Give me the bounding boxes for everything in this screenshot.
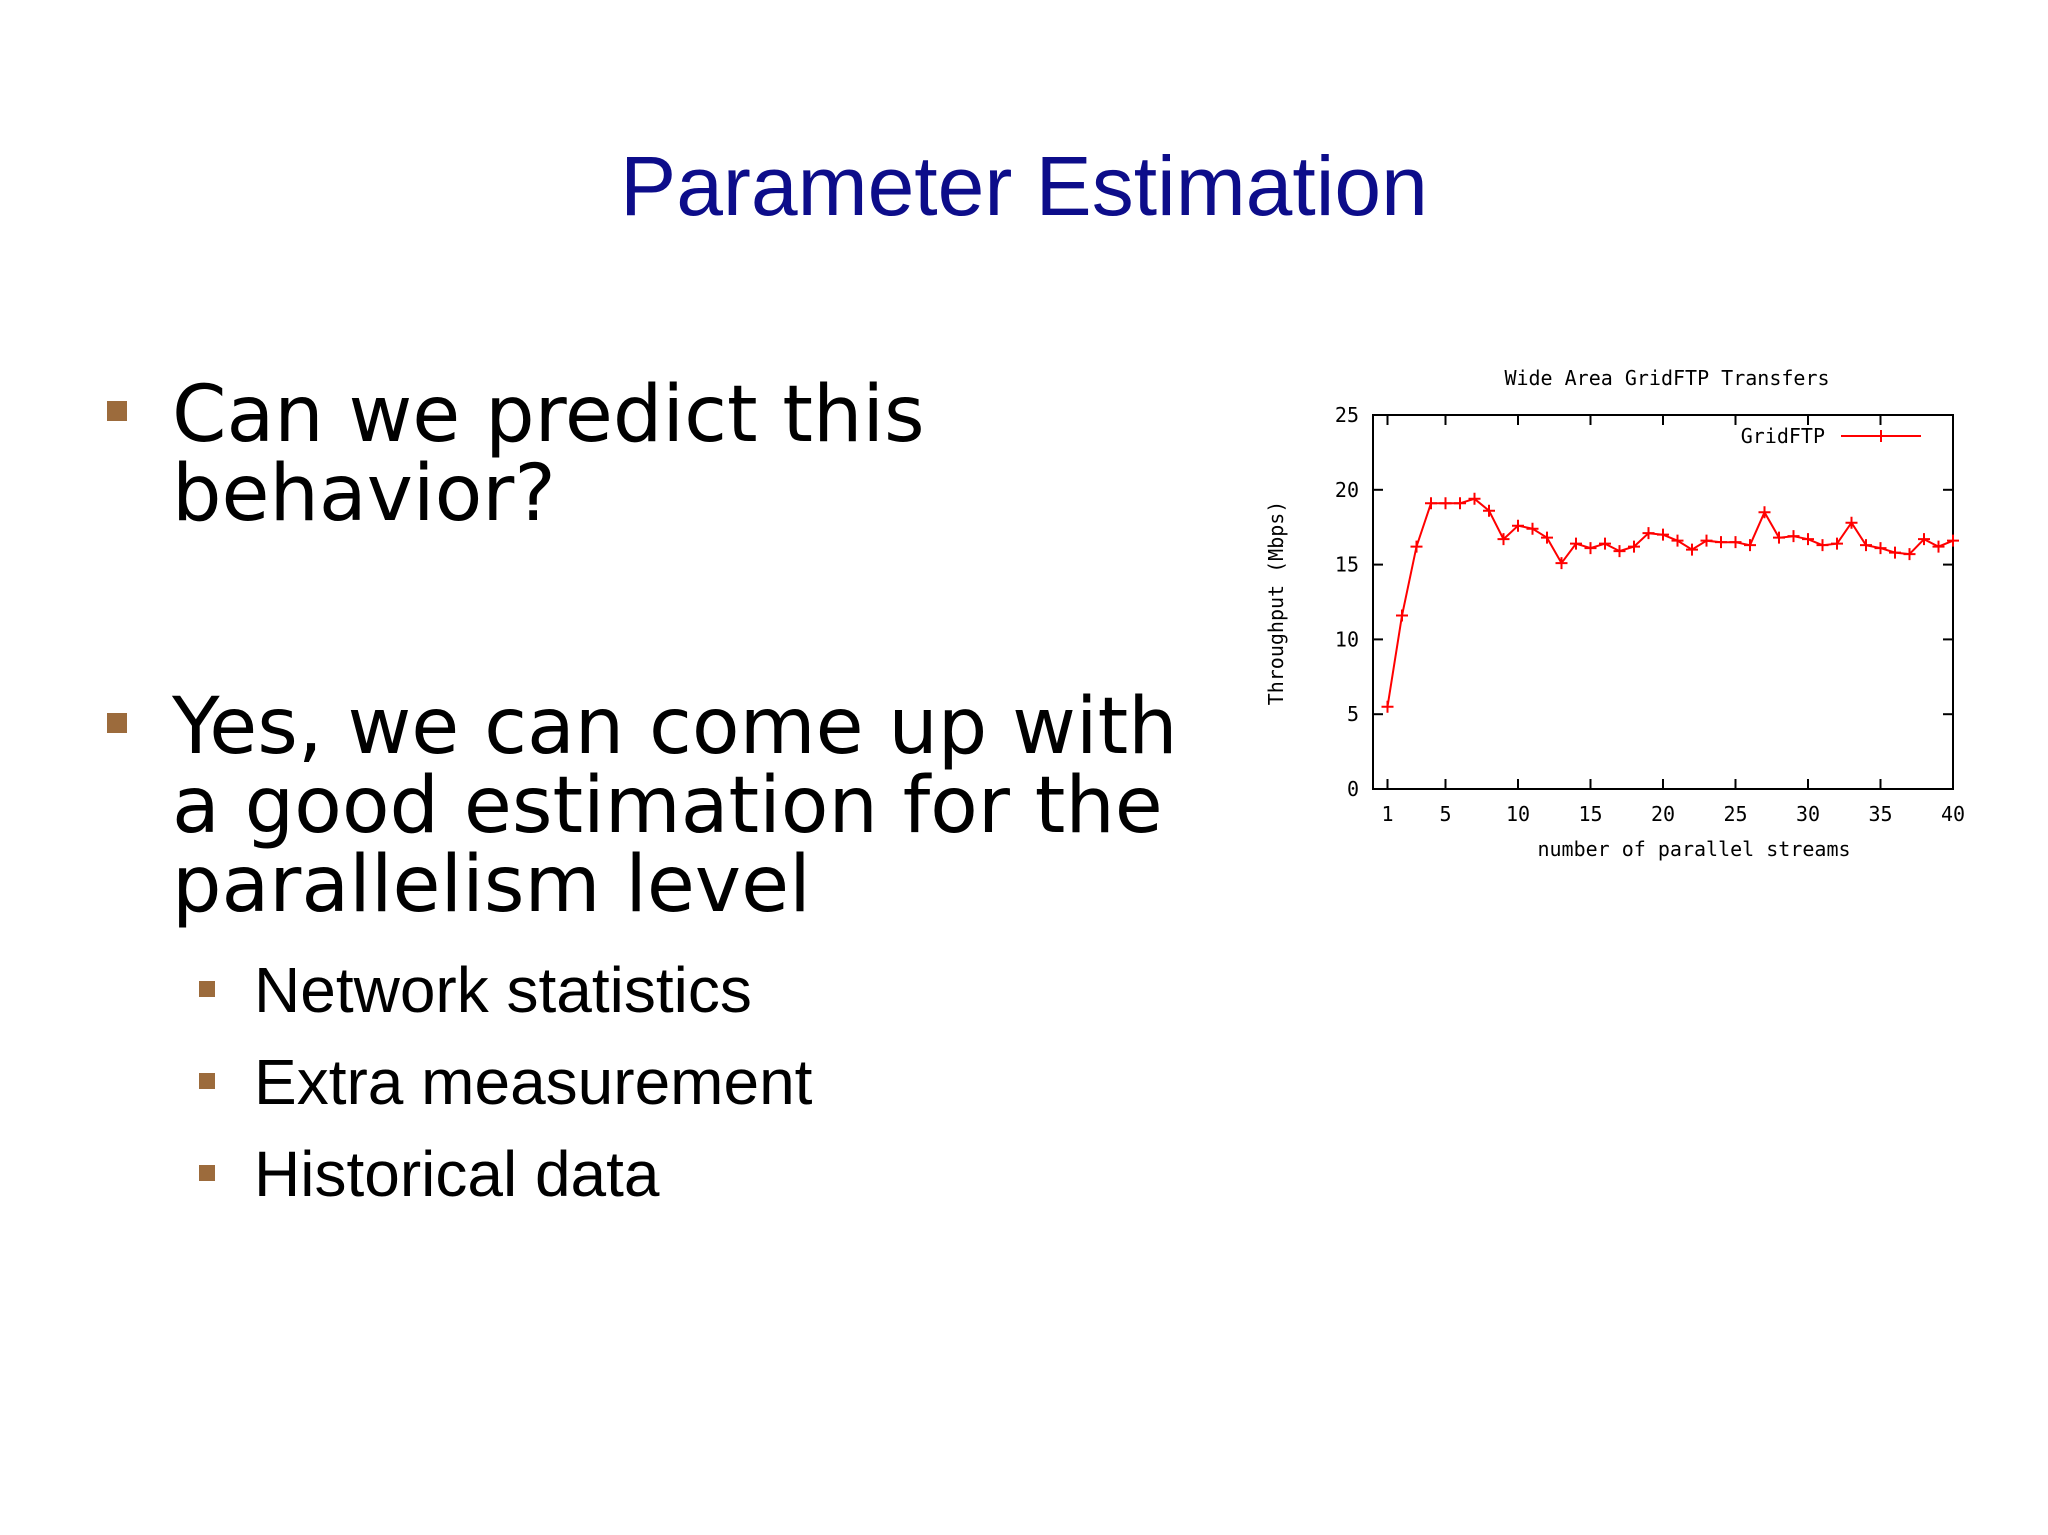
data-point (1773, 531, 1785, 544)
legend-label-gridftp: GridFTP (1741, 424, 1825, 448)
x-axis-ticks: 1 5 10 15 20 25 30 35 40 (1381, 415, 1965, 826)
y-tick-label: 25 (1335, 403, 1359, 427)
data-point (1729, 536, 1742, 549)
data-point (1787, 530, 1800, 543)
sub-bullet-text-3: Historical data (254, 1138, 660, 1210)
x-tick-label: 35 (1868, 802, 1892, 826)
x-tick-label: 30 (1796, 802, 1820, 826)
data-point (1526, 522, 1539, 535)
data-point (1396, 609, 1408, 622)
y-axis-ticks: 0 5 10 15 20 25 (1335, 403, 1953, 801)
data-point (1439, 497, 1452, 510)
data-point (1454, 497, 1466, 510)
data-point (1860, 539, 1872, 552)
data-point (1686, 543, 1698, 556)
data-point (1744, 539, 1756, 552)
data-point (1483, 504, 1495, 517)
data-point (1918, 533, 1930, 546)
data-point (1628, 540, 1640, 553)
data-point (1715, 536, 1727, 549)
bullet-1-line-1: Can we predict this (172, 370, 925, 460)
bullet-text-2: Yes, we can come up with a good estimati… (172, 688, 1178, 925)
bullet-marker-1 (107, 401, 127, 421)
data-point (1381, 700, 1394, 713)
data-point (1831, 537, 1843, 550)
y-tick-label: 20 (1335, 478, 1359, 502)
sub-bullet-text-2: Extra measurement (254, 1046, 813, 1118)
data-point (1468, 492, 1481, 505)
bullet-marker-2 (107, 713, 127, 733)
y-tick-label: 0 (1347, 777, 1359, 801)
data-point (1802, 533, 1814, 546)
data-point (1642, 527, 1655, 540)
sub-bullet-text-1: Network statistics (254, 954, 752, 1026)
y-tick-label: 5 (1347, 702, 1359, 726)
slide-title: Parameter Estimation (620, 139, 1428, 233)
bullet-2-line-3: parallelism level (172, 840, 811, 930)
data-point (1497, 533, 1510, 546)
data-point (1613, 545, 1626, 558)
x-tick-label: 10 (1506, 802, 1530, 826)
chart-title: Wide Area GridFTP Transfers (1504, 366, 1829, 390)
data-point (1410, 540, 1423, 553)
x-tick-label: 40 (1941, 802, 1965, 826)
chart-x-axis-label: number of parallel streams (1537, 837, 1850, 861)
data-point (1425, 497, 1437, 510)
y-tick-label: 10 (1335, 627, 1359, 651)
data-point (1512, 519, 1524, 532)
data-point (1758, 506, 1771, 519)
bullet-text-1: Can we predict this behavior? (172, 376, 925, 534)
data-point (1584, 542, 1597, 555)
data-point (1947, 534, 1959, 547)
throughput-chart: Wide Area GridFTP Transfers Throughput (… (1264, 366, 1965, 861)
data-point (1816, 539, 1829, 552)
x-tick-label: 5 (1439, 802, 1451, 826)
data-point (1541, 531, 1553, 544)
chart-legend: GridFTP (1741, 424, 1921, 448)
data-point (1903, 548, 1916, 561)
x-tick-label: 1 (1381, 802, 1393, 826)
data-point (1657, 528, 1669, 541)
data-point (1570, 537, 1582, 550)
bullet-1-line-2: behavior? (172, 449, 556, 539)
sub-bullet-marker-1 (199, 981, 215, 997)
plot-frame (1372, 414, 1954, 790)
data-point (1700, 534, 1713, 547)
sub-bullet-marker-2 (199, 1073, 215, 1089)
data-point (1932, 540, 1945, 553)
series-line-gridftp (1386, 497, 1954, 707)
data-point (1845, 516, 1858, 529)
legend-marker-gridftp (1875, 430, 1887, 442)
data-point (1874, 542, 1887, 555)
series-gridftp (1381, 492, 1959, 713)
y-tick-label: 15 (1335, 553, 1359, 577)
bullet-2-line-2: a good estimation for the (172, 761, 1163, 851)
x-tick-label: 20 (1651, 802, 1675, 826)
bullet-2-line-1: Yes, we can come up with (172, 682, 1178, 772)
x-tick-label: 15 (1578, 802, 1602, 826)
x-tick-label: 25 (1723, 802, 1747, 826)
data-point (1889, 546, 1901, 559)
data-point (1555, 557, 1568, 570)
data-point (1671, 534, 1684, 547)
chart-y-axis-label: Throughput (Mbps) (1264, 501, 1288, 706)
sub-bullet-marker-3 (199, 1165, 215, 1181)
data-point (1599, 537, 1611, 550)
